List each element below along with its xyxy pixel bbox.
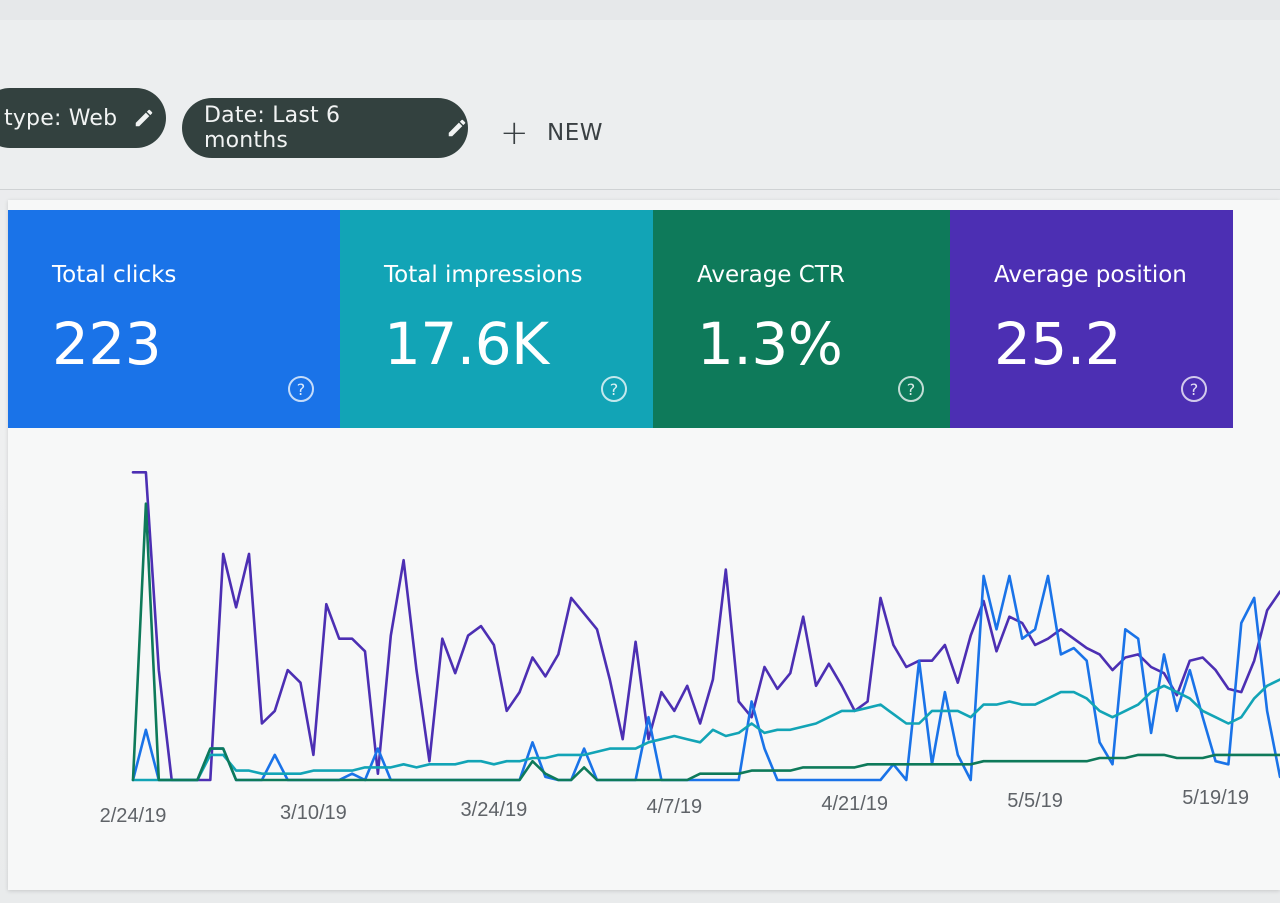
series-line-2[interactable] bbox=[131, 678, 1280, 782]
date-range-chip[interactable]: Date: Last 6 months bbox=[182, 98, 468, 158]
search-type-chip[interactable]: type: Web bbox=[0, 88, 166, 148]
metric-label: Total clicks bbox=[52, 262, 177, 288]
plus-icon: + bbox=[500, 113, 529, 153]
x-axis-ticks: 2/24/19 3/10/19 3/24/19 4/7/19 4/21/19 5/5/19… bbox=[100, 787, 1249, 827]
pencil-icon[interactable] bbox=[133, 107, 155, 129]
series-layer bbox=[131, 470, 1280, 782]
metric-label: Average position bbox=[994, 262, 1187, 288]
new-filter-label: NEW bbox=[547, 120, 603, 146]
metric-tile-total-clicks[interactable]: Total clicks 223 ? bbox=[8, 210, 340, 428]
series-line-1[interactable] bbox=[131, 574, 1280, 782]
performance-chart[interactable]: 2/24/19 3/10/19 3/24/19 4/7/19 4/21/19 5/5/19… bbox=[0, 430, 1280, 850]
help-circle-icon[interactable]: ? bbox=[288, 376, 314, 402]
metric-tile-average-ctr[interactable]: Average CTR 1.3% ? bbox=[653, 210, 950, 428]
metric-value: 17.6K bbox=[384, 310, 549, 378]
metric-label: Total impressions bbox=[384, 262, 583, 288]
metric-tile-average-position[interactable]: Average position 25.2 ? bbox=[950, 210, 1233, 428]
x-tick-label: 4/21/19 bbox=[821, 793, 888, 815]
x-tick-label: 5/19/19 bbox=[1182, 787, 1249, 809]
x-tick-label: 3/24/19 bbox=[461, 799, 528, 821]
help-circle-icon[interactable]: ? bbox=[601, 376, 627, 402]
new-filter-button[interactable]: + NEW bbox=[500, 110, 603, 156]
x-tick-label: 5/5/19 bbox=[1007, 790, 1063, 812]
performance-chart-svg[interactable]: 2/24/19 3/10/19 3/24/19 4/7/19 4/21/19 5/5/19… bbox=[0, 430, 1280, 850]
pencil-icon[interactable] bbox=[446, 117, 468, 139]
metric-tile-total-impressions[interactable]: Total impressions 17.6K ? bbox=[340, 210, 653, 428]
x-tick-label: 3/10/19 bbox=[280, 802, 347, 824]
filter-bar: type: Web Date: Last 6 months + NEW bbox=[0, 20, 1280, 190]
search-type-chip-label: type: Web bbox=[4, 105, 118, 131]
help-circle-icon[interactable]: ? bbox=[898, 376, 924, 402]
metric-label: Average CTR bbox=[697, 262, 845, 288]
help-circle-icon[interactable]: ? bbox=[1181, 376, 1207, 402]
series-line-3[interactable] bbox=[131, 502, 1280, 782]
series-line-0[interactable] bbox=[131, 470, 1280, 782]
metric-value: 1.3% bbox=[697, 310, 843, 378]
metric-value: 223 bbox=[52, 310, 162, 378]
date-range-chip-label: Date: Last 6 months bbox=[204, 103, 341, 153]
x-tick-label: 4/7/19 bbox=[646, 796, 702, 818]
x-tick-label: 2/24/19 bbox=[100, 805, 167, 827]
metric-value: 25.2 bbox=[994, 310, 1122, 378]
